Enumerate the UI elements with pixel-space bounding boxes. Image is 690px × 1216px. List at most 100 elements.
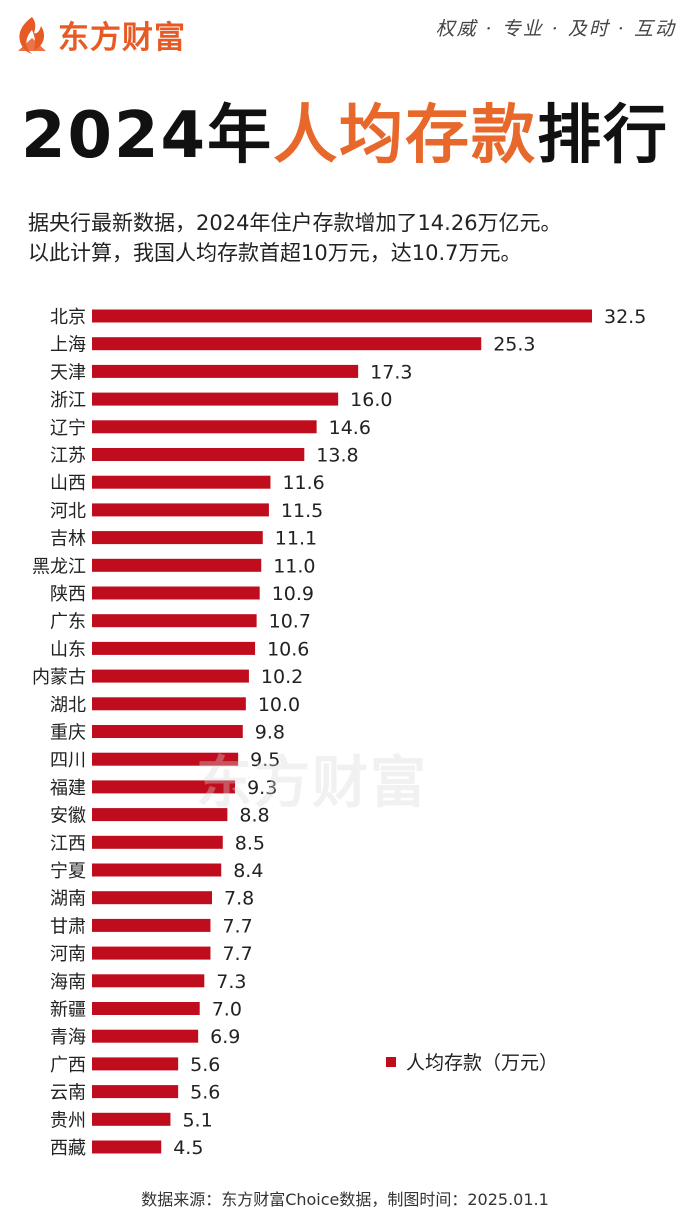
category-label: 山东 [50,639,86,660]
bar [92,946,211,960]
bar [92,364,359,378]
value-label: 10.9 [272,583,314,605]
category-label: 海南 [50,972,86,993]
bar [92,697,246,711]
title-highlight: 人均存款 [273,99,538,173]
category-label: 贵州 [50,1110,86,1131]
category-label: 湖南 [50,889,86,910]
bar [92,558,262,572]
value-label: 9.3 [247,777,277,799]
category-label: 福建 [50,778,86,799]
category-label: 河北 [50,501,86,522]
bar [92,1057,179,1071]
value-label: 5.1 [182,1109,212,1131]
value-label: 7.7 [222,943,252,965]
category-label: 甘肃 [50,916,86,937]
category-label: 河南 [50,944,86,965]
category-label: 广东 [50,612,86,633]
bar [92,835,223,849]
value-label: 4.5 [173,1137,203,1159]
bar [92,614,257,628]
brand-name: 东方财富 [58,20,186,56]
category-label: 浙江 [50,390,86,411]
category-label: 陕西 [50,584,86,605]
category-label: 四川 [50,750,86,771]
legend-label: 人均存款（万元） [406,1052,559,1074]
bar [92,475,271,489]
value-label: 10.0 [258,694,300,716]
value-label: 7.7 [222,915,252,937]
bar [92,1112,171,1126]
bar [92,586,260,600]
value-label: 14.6 [329,417,371,439]
category-label: 新疆 [50,1000,86,1021]
category-label: 西藏 [50,1138,86,1159]
category-label: 天津 [50,362,86,383]
bar [92,420,317,434]
subtitle: 据央行最新数据，2024年住户存款增加了14.26万亿元。 以此计算，我国人均存… [28,208,668,268]
value-label: 11.5 [281,500,323,522]
category-label: 安徽 [50,806,86,827]
category-label: 辽宁 [50,418,86,439]
bar [92,1085,179,1099]
value-label: 8.5 [235,832,265,854]
category-label: 黑龙江 [32,556,86,577]
bar [92,808,228,822]
bar [92,448,305,461]
value-label: 8.8 [239,805,269,827]
category-label: 宁夏 [50,861,86,882]
bar [92,780,236,794]
category-label: 青海 [50,1027,86,1048]
bar [92,309,592,323]
value-label: 10.7 [269,611,311,633]
value-label: 5.6 [190,1054,220,1076]
bar [92,1029,199,1043]
value-label: 9.5 [250,749,280,771]
category-label: 吉林 [50,529,86,550]
value-label: 13.8 [316,445,358,467]
category-label: 重庆 [50,723,86,744]
bar [92,1002,200,1015]
bar [92,1140,162,1154]
subtitle-line-2: 以此计算，我国人均存款首超10万元，达10.7万元。 [28,241,522,265]
value-label: 32.5 [604,306,646,328]
value-label: 6.9 [210,1026,240,1048]
category-label: 云南 [50,1083,86,1104]
value-label: 11.0 [273,555,315,577]
value-label: 16.0 [350,389,392,411]
value-label: 8.4 [233,860,263,882]
bar [92,891,212,905]
brand-slogan: 权威 · 专业 · 及时 · 互动 [435,18,676,40]
value-label: 7.0 [212,999,242,1021]
value-label: 25.3 [493,334,535,356]
bar [92,392,339,406]
bar [92,752,239,766]
bar [92,669,249,683]
value-label: 5.6 [190,1082,220,1104]
value-label: 7.8 [224,888,254,910]
page-title: 2024年人均存款排行 [0,98,690,174]
brand-logo: 东方财富 [12,12,186,57]
title-year: 2024年 [20,99,274,173]
category-label: 北京 [50,307,86,328]
category-label: 广西 [50,1055,86,1076]
bar [92,337,482,351]
header: 东方财富 权威 · 专业 · 及时 · 互动 [0,0,690,70]
bar [92,918,211,932]
category-label: 山西 [50,473,86,494]
data-source-footer: 数据来源：东方财富Choice数据，制图时间：2025.01.1 [141,1190,549,1209]
bar [92,503,269,517]
category-label: 江苏 [50,446,86,467]
bar [92,641,256,655]
value-label: 7.3 [216,971,246,993]
bar [92,725,243,738]
value-label: 10.6 [267,638,309,660]
category-label: 江西 [50,833,86,854]
value-label: 9.8 [255,722,285,744]
value-label: 10.2 [261,666,303,688]
category-label: 内蒙古 [32,667,86,688]
flame-logo-icon [18,16,46,54]
category-label: 上海 [50,335,86,356]
bar [92,531,263,545]
value-label: 11.6 [282,472,324,494]
